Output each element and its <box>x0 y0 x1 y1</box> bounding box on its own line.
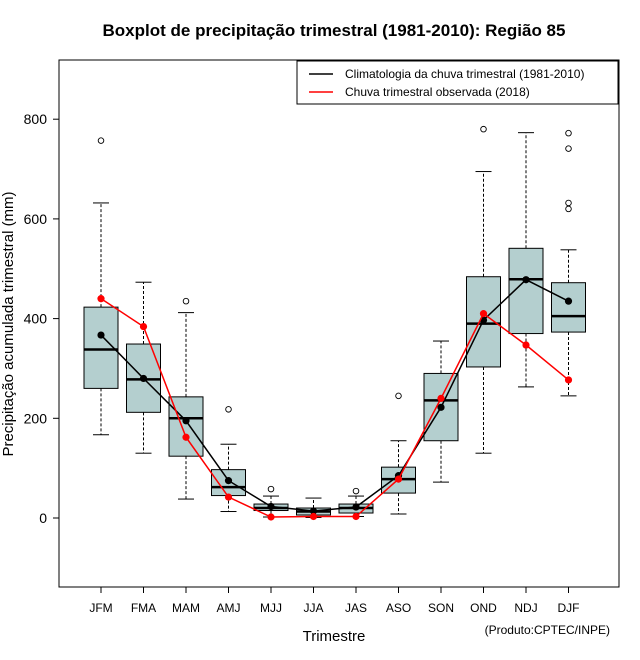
y-axis: 0 200 400 600 800 <box>24 111 59 526</box>
box-iqr <box>551 282 586 333</box>
series-point-observed <box>479 310 488 318</box>
series-point-climatology <box>182 417 190 425</box>
series-point-observed <box>564 376 573 384</box>
box-son <box>423 340 459 483</box>
series-point-observed <box>394 475 403 483</box>
x-tick-label: JAS <box>345 601 367 615</box>
x-tick-label: NDJ <box>514 601 537 615</box>
y-axis-label: Precipitação acumulada trimestral (mm) <box>0 191 17 456</box>
series-point-observed <box>522 341 530 349</box>
box-mam <box>168 297 204 500</box>
y-tick-label: 0 <box>39 510 47 526</box>
box-djf <box>551 129 586 397</box>
y-tick-label: 400 <box>24 311 48 327</box>
series-point-observed <box>182 433 190 441</box>
series-point-observed <box>309 512 318 521</box>
y-tick-label: 600 <box>24 211 48 227</box>
outlier-point <box>267 485 275 493</box>
x-tick-label: JFM <box>89 601 112 615</box>
x-tick-label: ASO <box>386 601 411 615</box>
legend: Climatologia da chuva trimestral (1981-2… <box>296 60 619 105</box>
series-point-climatology <box>97 331 105 339</box>
outlier-point <box>352 487 360 495</box>
series-point-climatology <box>352 503 360 511</box>
legend-label-observed: Chuva trimestral observada (2018) <box>345 85 530 99</box>
series-point-climatology <box>267 502 275 511</box>
series-point-observed <box>437 394 445 402</box>
x-axis: JFM FMA MAM AMJ MJJ JJA JAS ASO SON OND NDJ DJF <box>89 587 580 615</box>
box-iqr <box>83 306 119 389</box>
series-line-climatology <box>100 278 569 512</box>
series-point-climatology <box>309 507 318 515</box>
box-mjj <box>253 485 289 518</box>
legend-box <box>296 60 619 105</box>
series-point-observed <box>224 493 233 501</box>
x-tick-label: MJJ <box>260 601 282 615</box>
box-ndj <box>508 132 544 388</box>
outlier-point <box>565 199 572 207</box>
series-point-climatology <box>139 374 148 383</box>
box-jfm <box>83 137 119 436</box>
series-point-climatology <box>522 276 530 284</box>
y-tick-label: 800 <box>24 111 48 127</box>
series-point-observed <box>139 322 148 331</box>
x-tick-label: AMJ <box>217 601 241 615</box>
outlier-point <box>565 145 572 152</box>
outlier-point <box>182 297 190 305</box>
chart-title: Boxplot de precipitação trimestral (1981… <box>103 21 566 40</box>
box-jas <box>338 487 374 518</box>
boxes-layer <box>83 125 586 519</box>
series-point-observed <box>267 513 275 521</box>
outlier-point <box>480 125 487 133</box>
series-point-climatology <box>437 403 445 411</box>
legend-label-climatology: Climatologia da chuva trimestral (1981-2… <box>345 67 584 81</box>
outlier-point <box>225 406 232 413</box>
series-point-climatology <box>224 477 233 485</box>
series-line-observed <box>100 298 569 518</box>
box-fma <box>126 281 161 454</box>
plot-frame <box>58 59 620 588</box>
outlier-point <box>565 129 572 137</box>
x-tick-label: MAM <box>172 601 200 615</box>
x-tick-label: OND <box>470 601 497 615</box>
credit-text: (Produto:CPTEC/INPE) <box>485 623 610 637</box>
x-tick-label: SON <box>428 601 454 615</box>
box-aso <box>381 392 416 515</box>
x-tick-label: JJA <box>303 601 323 615</box>
x-axis-label: Trimestre <box>303 628 366 645</box>
series-layer <box>97 276 573 521</box>
x-tick-label: DJF <box>558 601 580 615</box>
outlier-point <box>565 205 572 213</box>
box-ond <box>466 125 501 454</box>
series-point-climatology <box>564 297 573 305</box>
y-tick-label: 200 <box>24 410 48 426</box>
series-point-observed <box>97 295 105 303</box>
outlier-point <box>395 392 402 400</box>
series-point-observed <box>352 512 360 521</box>
outlier-point <box>97 137 105 144</box>
x-tick-label: FMA <box>131 601 156 615</box>
